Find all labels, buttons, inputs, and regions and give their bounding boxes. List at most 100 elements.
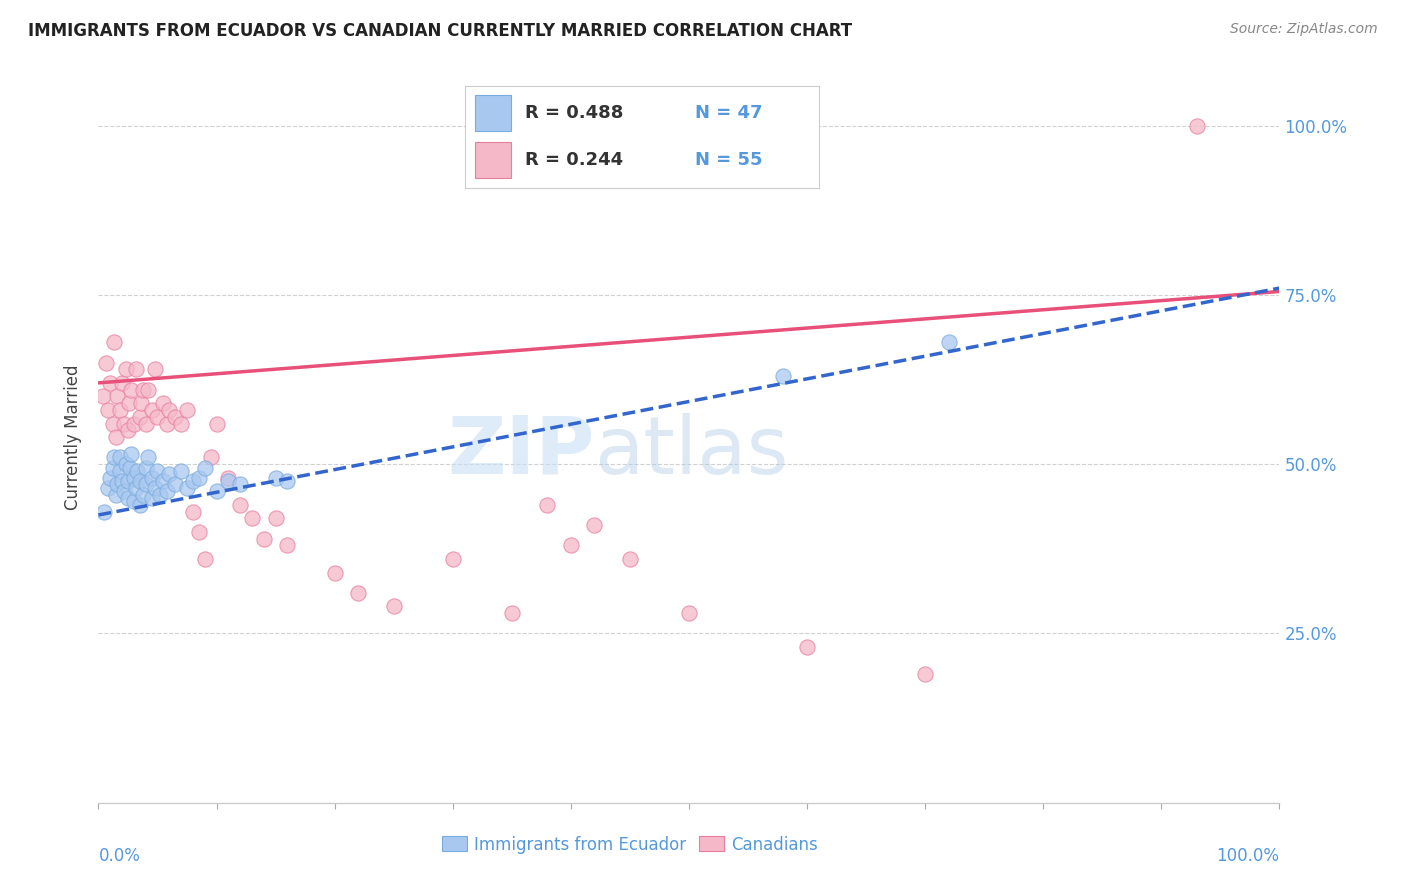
- Point: [170, 464, 193, 478]
- Point: [619, 552, 641, 566]
- Point: [149, 488, 172, 502]
- Point: [105, 488, 128, 502]
- Point: [276, 474, 298, 488]
- Point: [103, 335, 125, 350]
- Point: [536, 498, 558, 512]
- Point: [143, 481, 166, 495]
- Point: [121, 447, 143, 461]
- Point: [170, 417, 193, 431]
- Point: [122, 417, 145, 431]
- Point: [118, 396, 141, 410]
- Point: [157, 467, 180, 482]
- Point: [796, 640, 818, 654]
- Point: [101, 460, 124, 475]
- Point: [157, 403, 180, 417]
- Point: [108, 403, 131, 417]
- Point: [122, 494, 145, 508]
- Text: IMMIGRANTS FROM ECUADOR VS CANADIAN CURRENTLY MARRIED CORRELATION CHART: IMMIGRANTS FROM ECUADOR VS CANADIAN CURR…: [28, 22, 852, 40]
- Point: [583, 518, 606, 533]
- Point: [181, 505, 204, 519]
- Point: [117, 423, 139, 437]
- Point: [105, 389, 128, 403]
- Point: [143, 362, 166, 376]
- Point: [141, 471, 163, 485]
- Point: [200, 450, 222, 465]
- Point: [382, 599, 405, 614]
- Point: [146, 409, 169, 424]
- Point: [135, 460, 157, 475]
- Point: [120, 460, 142, 475]
- Point: [136, 450, 159, 465]
- Point: [347, 586, 370, 600]
- Point: [135, 477, 157, 491]
- Point: [128, 409, 150, 424]
- Point: [181, 474, 204, 488]
- Point: [125, 481, 148, 495]
- Point: [101, 417, 124, 431]
- Point: [176, 403, 198, 417]
- Point: [1185, 119, 1208, 133]
- Point: [97, 403, 120, 417]
- Point: [132, 383, 155, 397]
- Point: [121, 383, 143, 397]
- Point: [93, 505, 115, 519]
- Legend: Immigrants from Ecuador, Canadians: Immigrants from Ecuador, Canadians: [436, 829, 824, 860]
- Y-axis label: Currently Married: Currently Married: [65, 364, 83, 510]
- Point: [187, 471, 209, 485]
- Point: [205, 417, 228, 431]
- Point: [114, 362, 136, 376]
- Point: [98, 471, 121, 485]
- Point: [112, 484, 135, 499]
- Point: [91, 389, 114, 403]
- Point: [128, 474, 150, 488]
- Text: 0.0%: 0.0%: [98, 847, 141, 864]
- Text: 100.0%: 100.0%: [1216, 847, 1279, 864]
- Point: [187, 524, 209, 539]
- Text: Source: ZipAtlas.com: Source: ZipAtlas.com: [1230, 22, 1378, 37]
- Point: [264, 471, 287, 485]
- Point: [105, 477, 128, 491]
- Point: [94, 355, 117, 369]
- Point: [194, 460, 217, 475]
- Point: [276, 538, 298, 552]
- Point: [501, 606, 523, 620]
- Point: [165, 477, 187, 491]
- Point: [229, 498, 252, 512]
- Point: [103, 450, 125, 465]
- Point: [111, 474, 134, 488]
- Point: [253, 532, 276, 546]
- Point: [111, 376, 134, 390]
- Point: [205, 484, 228, 499]
- Point: [560, 538, 582, 552]
- Text: atlas: atlas: [595, 413, 789, 491]
- Point: [136, 383, 159, 397]
- Point: [165, 409, 187, 424]
- Point: [108, 464, 131, 478]
- Point: [117, 474, 139, 488]
- Point: [772, 369, 794, 384]
- Point: [141, 403, 163, 417]
- Point: [217, 474, 239, 488]
- Point: [117, 491, 139, 505]
- Point: [122, 471, 145, 485]
- Point: [108, 450, 131, 465]
- Point: [938, 335, 960, 350]
- Point: [152, 474, 174, 488]
- Point: [141, 491, 163, 505]
- Point: [176, 481, 198, 495]
- Point: [194, 552, 217, 566]
- Point: [323, 566, 346, 580]
- Point: [135, 417, 157, 431]
- Point: [240, 511, 263, 525]
- Point: [678, 606, 700, 620]
- Point: [128, 498, 150, 512]
- Point: [156, 484, 179, 499]
- Point: [114, 457, 136, 471]
- Text: ZIP: ZIP: [447, 413, 595, 491]
- Point: [441, 552, 464, 566]
- Point: [914, 667, 936, 681]
- Point: [125, 362, 148, 376]
- Point: [217, 471, 239, 485]
- Point: [112, 417, 135, 431]
- Point: [129, 396, 152, 410]
